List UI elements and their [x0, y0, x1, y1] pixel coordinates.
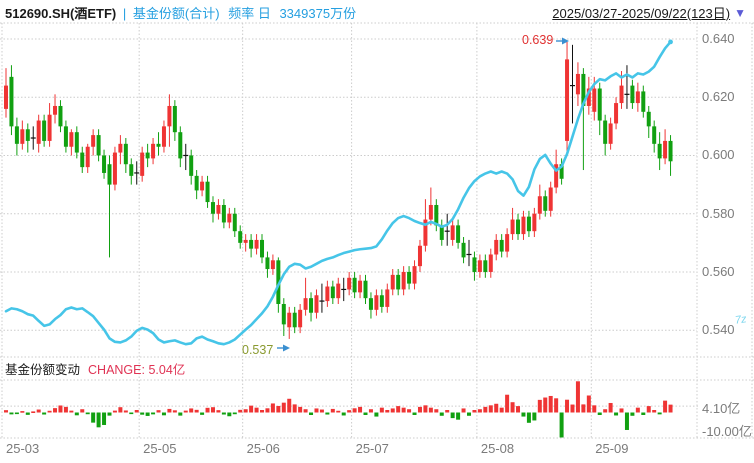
- price-axis-tick: 0.640: [702, 31, 735, 46]
- x-axis-tick: 25-03: [6, 441, 40, 456]
- price-axis-tick: 0.540: [702, 322, 735, 338]
- change-value-label: CHANGE: 5.04亿: [88, 363, 186, 377]
- volume-panel-title: 基金份额变动: [5, 363, 81, 377]
- series-label: 基金份额(合计): [132, 6, 220, 21]
- chart-header: 512690.SH(酒ETF) | 基金份额(合计) 频率 日 3349375万…: [5, 3, 356, 22]
- x-axis-tick: 25-08: [480, 441, 515, 456]
- chevron-down-icon[interactable]: ▼: [734, 5, 746, 20]
- high-annotation-label: 0.639: [522, 33, 554, 47]
- volume-panel-header: 基金份额变动 CHANGE: 5.04亿: [5, 359, 185, 378]
- x-axis-tick: 25-09: [595, 441, 629, 456]
- date-range-control[interactable]: 2025/03/27-2025/09/22(123日) ▼: [552, 3, 746, 22]
- low-annotation-label: 0.537: [242, 343, 274, 357]
- watermark-fragment: 7z: [734, 313, 748, 327]
- header-divider: |: [122, 6, 127, 21]
- x-axis-tick: 25-07: [355, 441, 389, 456]
- date-range-link[interactable]: 2025/03/27-2025/09/22(123日): [552, 6, 731, 21]
- x-axis-tick: 25-05: [143, 441, 177, 456]
- latest-shares-value: 3349375万份: [279, 6, 357, 21]
- price-axis-tick: 0.580: [702, 205, 735, 221]
- instrument-code: 512690.SH(酒ETF): [5, 6, 117, 21]
- price-axis-tick: 0.620: [702, 89, 735, 105]
- frequency-label: 频率 日: [228, 6, 271, 21]
- price-axis-tick: 0.600: [702, 147, 735, 163]
- volume-axis-tick: -10.00亿: [702, 424, 752, 439]
- x-axis-tick: 25-06: [246, 441, 280, 456]
- volume-axis-tick: 4.10亿: [702, 401, 741, 417]
- price-axis-tick: 0.560: [702, 263, 735, 279]
